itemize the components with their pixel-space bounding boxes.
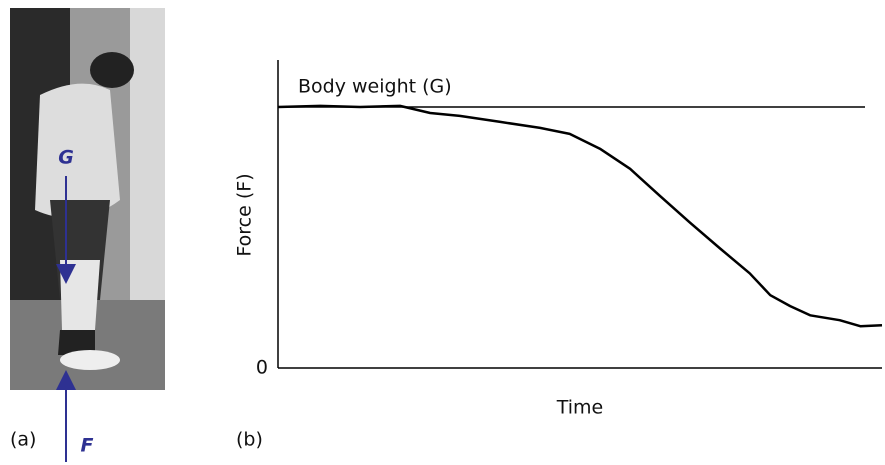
arrow-label: G [58, 147, 74, 169]
panel-label: (a) [10, 429, 36, 451]
x-axis-label: Time [556, 397, 604, 419]
reference-label: Body weight (G) [298, 75, 452, 97]
arrow-label: F [81, 435, 94, 457]
y-tick-label: 0 [256, 357, 268, 379]
photo [10, 8, 165, 390]
y-axis-label: Force (F) [234, 173, 256, 256]
force-curve [277, 104, 883, 328]
panel-label: (b) [236, 429, 263, 451]
